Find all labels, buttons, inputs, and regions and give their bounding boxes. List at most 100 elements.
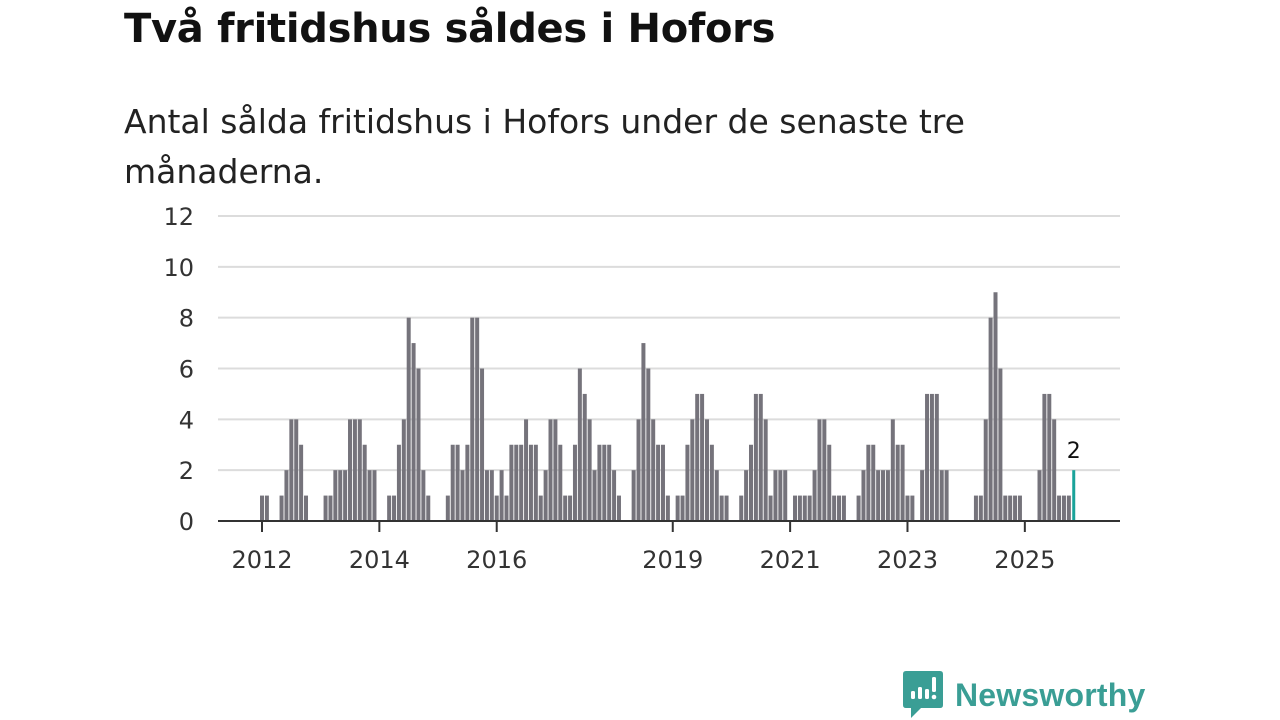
bar — [484, 470, 489, 521]
bar — [817, 419, 822, 521]
bar — [656, 444, 661, 521]
bar — [592, 470, 597, 521]
bar — [861, 470, 866, 521]
bar — [783, 470, 788, 521]
bar — [690, 419, 695, 521]
bar — [768, 495, 773, 521]
bar — [685, 444, 690, 521]
bar — [602, 444, 607, 521]
bar — [885, 470, 890, 521]
bar — [323, 495, 328, 521]
bar — [929, 393, 934, 521]
bar — [704, 419, 709, 521]
x-axis: 2012 2014 2016 2019 2021 2023 2025 — [218, 520, 1120, 574]
bar — [563, 495, 568, 521]
bar — [392, 495, 397, 521]
bar — [680, 495, 685, 521]
bar — [372, 470, 377, 521]
bar — [1003, 495, 1008, 521]
bar — [773, 470, 778, 521]
bar — [675, 495, 680, 521]
y-tick-label: 12 — [163, 203, 194, 231]
bar — [572, 444, 577, 521]
bar — [494, 495, 499, 521]
bar — [1037, 470, 1042, 521]
bar — [597, 444, 602, 521]
bar — [299, 444, 304, 521]
bar — [807, 495, 812, 521]
bar — [910, 495, 915, 521]
bar — [827, 444, 832, 521]
x-tick-label: 2016 — [466, 546, 527, 574]
bar — [533, 444, 538, 521]
bar — [841, 495, 846, 521]
y-tick-label: 2 — [179, 457, 194, 485]
bar — [304, 495, 309, 521]
bar — [700, 393, 705, 521]
bar — [1052, 419, 1057, 521]
bar — [719, 495, 724, 521]
bar — [993, 292, 998, 521]
y-tick-label: 6 — [179, 356, 194, 384]
x-tick-label: 2025 — [994, 546, 1055, 574]
bar — [489, 470, 494, 521]
bar — [660, 444, 665, 521]
x-tick-label: 2014 — [349, 546, 410, 574]
bar — [1042, 393, 1047, 521]
bar — [749, 444, 753, 521]
bar — [504, 495, 509, 521]
bar — [1061, 495, 1066, 521]
highlight-bar — [1072, 470, 1076, 521]
bar — [543, 470, 548, 521]
bar — [1017, 495, 1022, 521]
bar — [348, 419, 353, 521]
x-tick-label: 2019 — [642, 546, 703, 574]
bar — [294, 419, 299, 521]
bar — [714, 470, 719, 521]
bar — [480, 368, 485, 521]
last-value-label: 2 — [1067, 439, 1081, 464]
bar — [973, 495, 978, 521]
bar — [333, 470, 338, 521]
bar — [465, 444, 470, 521]
bar — [871, 444, 876, 521]
bar — [514, 444, 519, 521]
bar — [939, 470, 944, 521]
bar — [587, 419, 592, 521]
bar — [812, 470, 817, 521]
y-tick-label: 4 — [179, 406, 194, 434]
x-tick-label: 2023 — [877, 546, 938, 574]
bar — [416, 368, 421, 521]
bar — [411, 343, 416, 521]
bar — [934, 393, 939, 521]
bar — [616, 495, 621, 521]
newsworthy-logo-text: Newsworthy — [955, 676, 1146, 713]
bar — [548, 419, 553, 521]
chart-title: Två fritidshus såldes i Hofors — [124, 6, 776, 52]
bar — [367, 470, 372, 521]
bar — [744, 470, 749, 521]
bar — [1057, 495, 1062, 521]
bar — [475, 317, 480, 521]
newsworthy-logo: Newsworthy — [903, 671, 1145, 719]
bar — [396, 444, 401, 521]
bar — [631, 470, 636, 521]
bar — [577, 368, 582, 521]
bar — [455, 444, 460, 521]
bar — [450, 444, 455, 521]
bar — [1013, 495, 1018, 521]
bar — [352, 419, 357, 521]
bar — [284, 470, 289, 521]
bar — [890, 419, 895, 521]
bar — [978, 495, 983, 521]
gridlines — [218, 215, 1120, 472]
annotation: 2 — [1067, 439, 1081, 464]
bar — [636, 419, 641, 521]
y-axis-ticks: 0 2 4 6 8 10 12 — [163, 203, 194, 536]
bar — [406, 317, 411, 521]
bar — [920, 470, 925, 521]
bar — [998, 368, 1003, 521]
bar — [822, 419, 827, 521]
bar — [343, 470, 348, 521]
